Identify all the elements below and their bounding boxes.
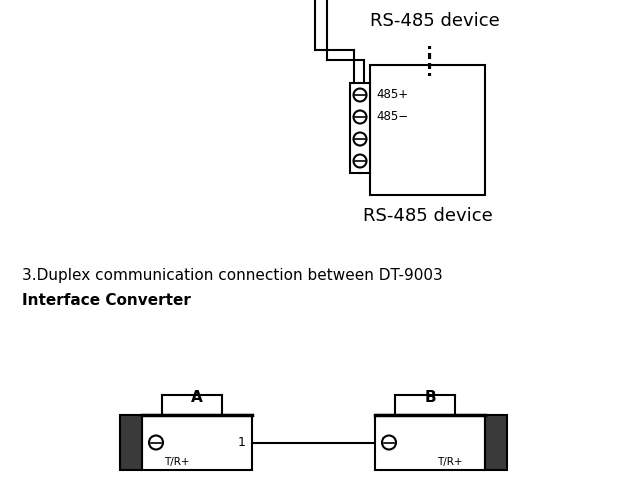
Bar — [485, 415, 507, 470]
Text: 3.Duplex communication connection between DT-9003: 3.Duplex communication connection betwee… — [22, 268, 443, 283]
Bar — [142, 415, 252, 470]
Circle shape — [353, 88, 367, 101]
Text: :: : — [426, 42, 433, 60]
Text: 1: 1 — [238, 436, 246, 449]
Text: RS-485 device: RS-485 device — [363, 207, 493, 225]
Text: Interface Converter: Interface Converter — [22, 293, 191, 308]
Circle shape — [382, 435, 396, 449]
Circle shape — [353, 132, 367, 145]
Text: T/R+: T/R+ — [437, 457, 463, 467]
Text: T/R+: T/R+ — [164, 457, 189, 467]
Text: :: : — [426, 52, 433, 70]
Bar — [375, 415, 485, 470]
Circle shape — [353, 110, 367, 123]
Text: RS-485 device: RS-485 device — [370, 12, 500, 30]
Text: A: A — [191, 390, 203, 405]
Bar — [350, 83, 370, 173]
Circle shape — [149, 435, 163, 449]
Text: 1: 1 — [381, 436, 389, 449]
Text: B: B — [424, 390, 436, 405]
Text: :: : — [426, 62, 433, 80]
Circle shape — [353, 155, 367, 168]
Text: 485−: 485− — [376, 110, 408, 123]
Bar — [370, 65, 485, 195]
Text: 485+: 485+ — [376, 88, 408, 101]
Bar — [120, 415, 142, 470]
